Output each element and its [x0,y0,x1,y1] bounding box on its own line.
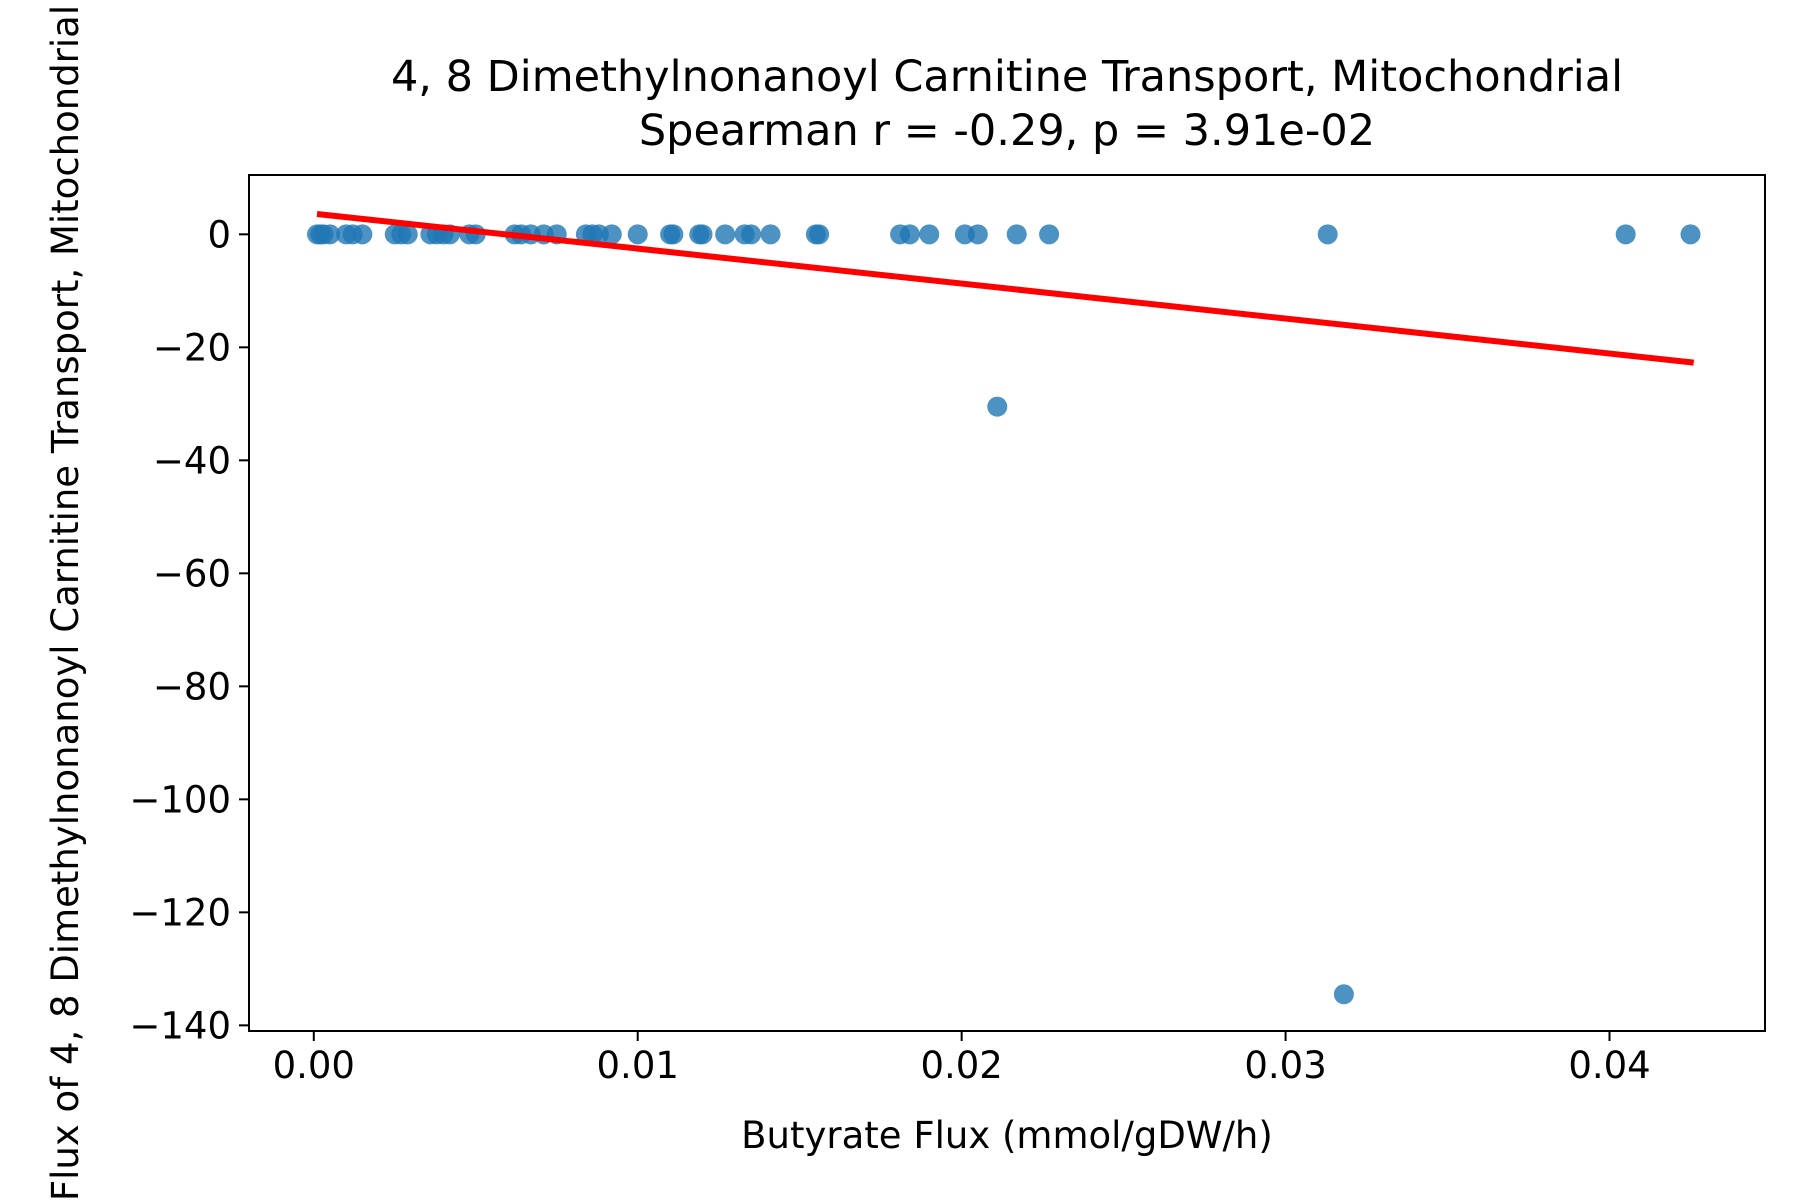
y-tick-label: −140 [129,1004,231,1047]
scatter-point [715,224,736,245]
scatter-point [987,396,1008,417]
x-tick-label: 0.02 [920,1044,1002,1087]
scatter-point [1333,984,1354,1005]
scatter-point [760,224,781,245]
scatter-point [397,224,418,245]
regression-line [316,211,1695,366]
x-tick-label: 0.01 [597,1044,679,1087]
y-tick-label: −80 [153,665,231,708]
x-tick-label: 0.04 [1568,1044,1650,1087]
scatter-point [319,224,340,245]
chart-subtitle: Spearman r = -0.29, p = 3.91e-02 [639,106,1375,156]
scatter-point [1006,224,1027,245]
x-tick-label: 0.03 [1244,1044,1326,1087]
scatter-point [899,224,920,245]
chart-title: 4, 8 Dimethylnonanoyl Carnitine Transpor… [391,52,1623,102]
y-axis-label: Flux of 4, 8 Dimethylnonanoyl Carnitine … [44,5,87,1200]
scatter-point [601,224,622,245]
scatter-point [627,224,648,245]
scatter-point [692,224,713,245]
scatter-point [967,224,988,245]
y-tick-label: −40 [153,439,231,482]
x-axis-label: Butyrate Flux (mmol/gDW/h) [741,1114,1273,1157]
scatter-point [809,224,830,245]
scatter-point [919,224,940,245]
scatter-point [1317,224,1338,245]
scatter-point [741,224,762,245]
y-tick-label: 0 [207,213,231,256]
y-tick-label: −20 [153,326,231,369]
data-points [307,224,1701,1005]
x-axis-ticks: 0.00 0.01 0.02 0.03 0.04 [273,1031,1651,1087]
scatter-point [352,224,373,245]
scatter-point [1039,224,1060,245]
scatter-point [663,224,684,245]
y-tick-label: −120 [129,891,231,934]
scatter-point [1615,224,1636,245]
y-tick-label: −100 [129,778,231,821]
scatter-point [1680,224,1701,245]
y-tick-label: −60 [153,552,231,595]
plot-frame [248,174,1766,1032]
y-axis-ticks: 0 −20 −40 −60 −80 −100 −120 −140 [129,213,249,1047]
x-tick-label: 0.00 [273,1044,355,1087]
